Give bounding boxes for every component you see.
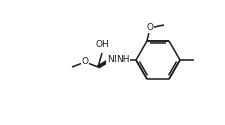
Text: N: N <box>113 56 120 64</box>
Text: O: O <box>81 58 88 66</box>
Text: H: H <box>116 56 123 64</box>
Text: NH: NH <box>116 56 130 64</box>
Text: N: N <box>107 56 113 64</box>
Text: OH: OH <box>95 40 109 49</box>
Text: O: O <box>146 24 153 32</box>
